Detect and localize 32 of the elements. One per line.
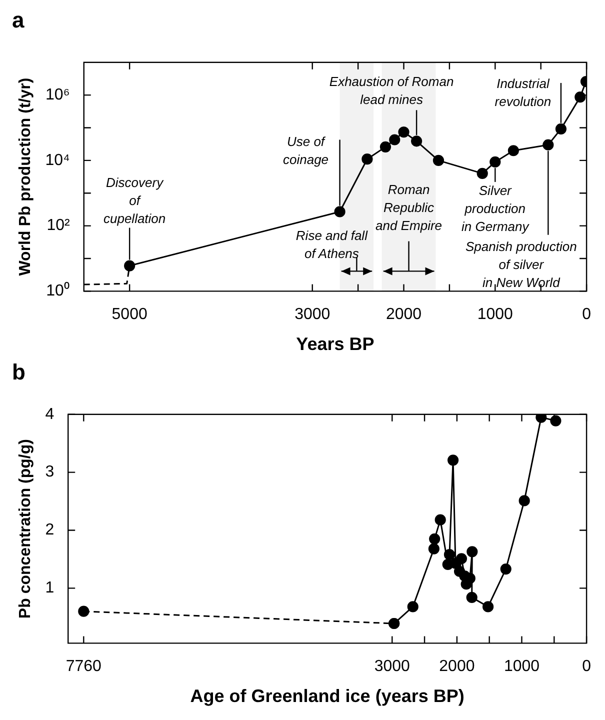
y-tick-label: 10⁰ <box>46 282 70 300</box>
y-tick-label: 2 <box>45 522 54 539</box>
y-axis-title: Pb concentration (pg/g) <box>17 439 34 619</box>
annotation: Silver production in Germany <box>462 182 529 236</box>
x-tick-label: 3000 <box>374 658 410 676</box>
x-tick-label: 2000 <box>439 658 475 676</box>
x-tick-label: 5000 <box>112 306 148 324</box>
y-tick-label: 4 <box>45 406 54 423</box>
y-tick-label: 1 <box>45 580 54 597</box>
y-tick-label: 10² <box>46 217 71 234</box>
x-tick-label: 1000 <box>504 658 540 676</box>
y-axis-title: World Pb production (t/yr) <box>17 78 34 276</box>
x-tick-label: 7760 <box>66 658 102 676</box>
x-axis-title: Age of Greenland ice (years BP) <box>190 686 464 706</box>
annotation: Industrial revolution <box>494 74 552 111</box>
annotation: Discovery of cupellation <box>103 174 166 228</box>
x-axis-title: Years BP <box>296 334 374 354</box>
y-tick-label: 10⁴ <box>45 152 70 169</box>
chart-title: a <box>12 7 25 32</box>
annotation: Exhaustion of Roman lead mines <box>329 73 454 110</box>
y-tick-label: 3 <box>45 464 54 481</box>
chart-title: b <box>12 359 26 384</box>
y-tick-label: 10⁶ <box>45 86 70 104</box>
band-label: Roman Republic and Empire <box>376 181 442 236</box>
band-label: Rise and fall of Athens <box>296 227 368 264</box>
x-tick-label: 0 <box>582 658 592 676</box>
x-tick-label: 1000 <box>477 306 514 324</box>
x-tick-label: 0 <box>582 306 592 324</box>
x-tick-label: 3000 <box>294 306 330 324</box>
annotation: Use of coinage <box>282 132 329 169</box>
x-tick-label: 2000 <box>386 306 422 324</box>
annotation: Spanish production of silver in New World <box>466 238 577 292</box>
